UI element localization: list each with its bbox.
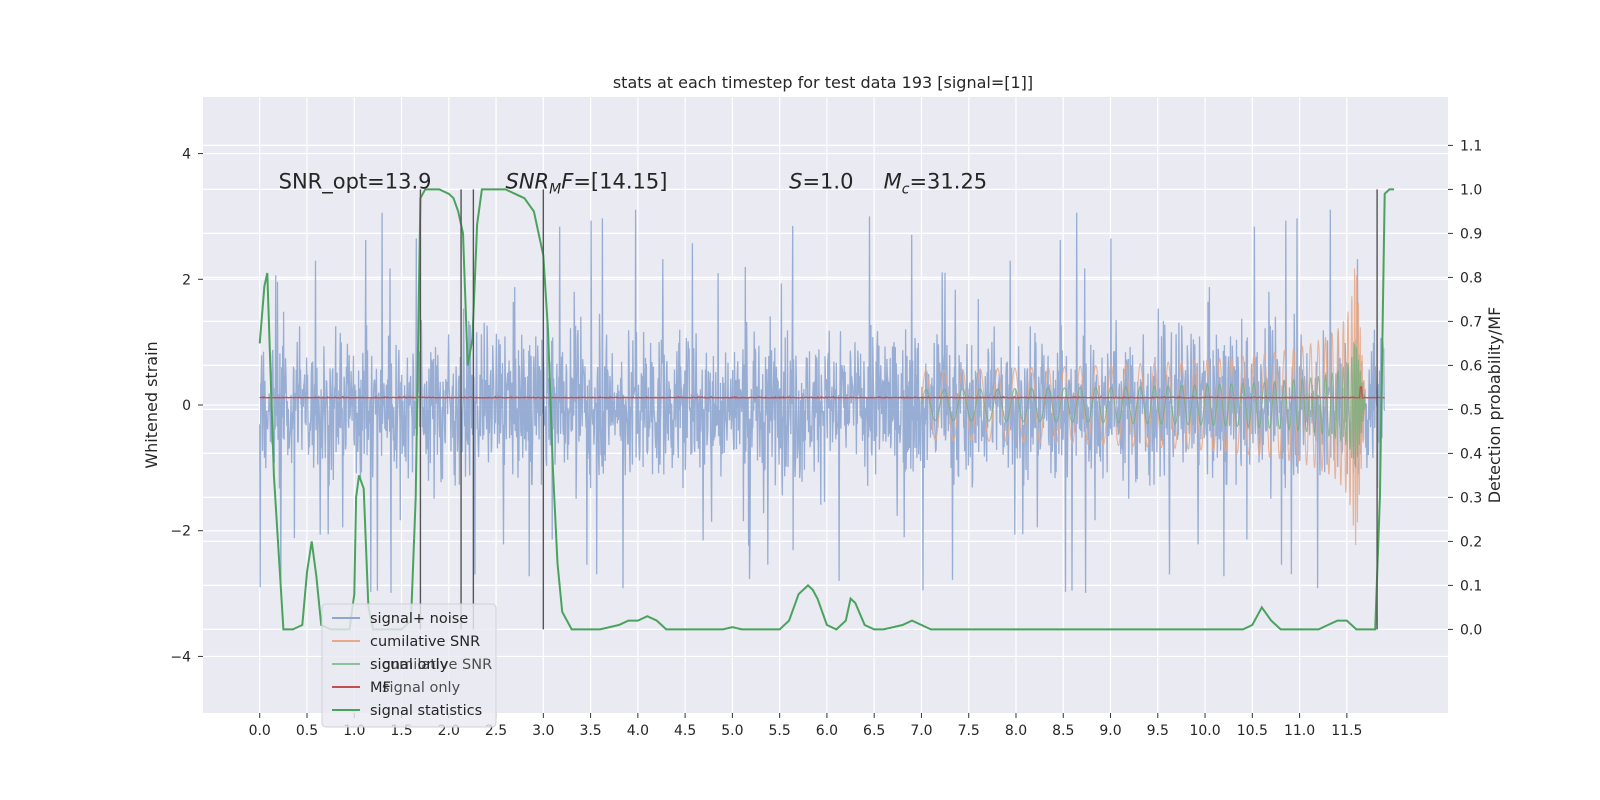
y2-tick-label-7: 0.4 bbox=[1460, 446, 1482, 462]
x-tick-label-16: 8.0 bbox=[1005, 723, 1027, 739]
annotation-3: Mc=31.25 bbox=[884, 169, 988, 197]
x-tick-label-13: 6.5 bbox=[863, 723, 885, 739]
legend-box bbox=[321, 603, 497, 728]
mf-layer bbox=[259, 386, 1385, 400]
y2-tick-label-4: 0.7 bbox=[1460, 314, 1482, 330]
signal-statistics-series bbox=[258, 188, 1395, 631]
x-axis-ticks: 0.0 0.5 1.0 1.5 2.0 2.5 3.0 3.5 4.0 4.5 5.0 5.5 6.0 6… bbox=[249, 713, 1362, 739]
y2-axis-ticks: 1.1 1.0 0.9 0.8 0.7 0.6 0.5 0.4 0.3 0.2 0.1 0.0 bbox=[1448, 138, 1482, 638]
x-tick-label-12: 6.0 bbox=[816, 723, 838, 739]
y2-tick-label-3: 0.8 bbox=[1460, 270, 1482, 286]
legend-label-1: cumilative SNR bbox=[370, 634, 480, 650]
y-tick-label-2: 0 bbox=[182, 398, 191, 414]
x-tick-label-22: 11.0 bbox=[1284, 723, 1315, 739]
annotation-1: SNRMF=[14.15] bbox=[506, 169, 668, 197]
y2-tick-label-2: 0.9 bbox=[1460, 226, 1482, 242]
x-tick-label-17: 8.5 bbox=[1052, 723, 1074, 739]
x-tick-label-10: 5.0 bbox=[721, 723, 743, 739]
signal-plus-noise-series bbox=[259, 209, 1386, 593]
y-tick-label-0: 4 bbox=[182, 147, 191, 163]
y2-tick-label-0: 1.1 bbox=[1460, 138, 1482, 154]
y2-tick-label-11: 0.0 bbox=[1460, 622, 1482, 638]
x-tick-label-18: 9.0 bbox=[1099, 723, 1121, 739]
y-tick-label-1: 2 bbox=[182, 272, 191, 288]
signal-only-series bbox=[920, 344, 1367, 468]
mf-series bbox=[259, 386, 1385, 400]
y2-tick-label-5: 0.6 bbox=[1460, 358, 1482, 374]
y-tick-label-3: −2 bbox=[170, 524, 191, 540]
x-tick-label-19: 9.5 bbox=[1147, 723, 1169, 739]
annotations: SNR_opt=13.9 SNRMF=[14.15] S=1.0 Mc=31.25 bbox=[279, 169, 988, 197]
y2-tick-label-10: 0.1 bbox=[1460, 578, 1482, 594]
legend-label-2: signal only bbox=[370, 657, 449, 673]
y2-tick-label-6: 0.5 bbox=[1460, 402, 1482, 418]
annotation-2: S=1.0 bbox=[789, 169, 853, 193]
legend-label-4: signal statistics bbox=[370, 703, 482, 719]
legend-label-3: MF bbox=[370, 680, 391, 696]
x-tick-label-23: 11.5 bbox=[1331, 723, 1362, 739]
legend-shadow-label-1: signal only bbox=[382, 680, 461, 696]
x-tick-label-15: 7.5 bbox=[958, 723, 980, 739]
x-tick-label-20: 10.0 bbox=[1189, 723, 1220, 739]
y2-tick-label-9: 0.2 bbox=[1460, 534, 1482, 550]
legend-label-0: signal+ noise bbox=[370, 611, 468, 627]
x-tick-label-7: 3.5 bbox=[579, 723, 601, 739]
x-tick-label-14: 7.0 bbox=[910, 723, 932, 739]
chart-title: stats at each timestep for test data 193… bbox=[613, 73, 1033, 92]
x-tick-label-21: 10.5 bbox=[1237, 723, 1268, 739]
x-tick-label-1: 0.5 bbox=[296, 723, 318, 739]
x-tick-label-6: 3.0 bbox=[532, 723, 554, 739]
x-tick-label-0: 0.0 bbox=[249, 723, 271, 739]
signal-statistics-layer bbox=[258, 188, 1395, 631]
y2-tick-label-8: 0.3 bbox=[1460, 490, 1482, 506]
y-axis-label: Whitened strain bbox=[142, 341, 161, 468]
vline-layer bbox=[419, 189, 1378, 630]
annotation-0: SNR_opt=13.9 bbox=[279, 169, 432, 194]
chirp-layer bbox=[920, 268, 1367, 546]
legend-shadow-label-0: cumilative SNR bbox=[382, 657, 492, 673]
y2-axis-label: Detection probability/MF bbox=[1485, 307, 1504, 504]
y-axis-ticks: 4 2 0 −2 −4 bbox=[170, 147, 203, 665]
y-tick-label-4: −4 bbox=[170, 649, 191, 665]
strain-layer bbox=[259, 209, 1386, 593]
x-tick-label-9: 4.5 bbox=[674, 723, 696, 739]
x-tick-label-8: 4.0 bbox=[627, 723, 649, 739]
y2-tick-label-1: 1.0 bbox=[1460, 182, 1482, 198]
x-tick-label-11: 5.5 bbox=[769, 723, 791, 739]
